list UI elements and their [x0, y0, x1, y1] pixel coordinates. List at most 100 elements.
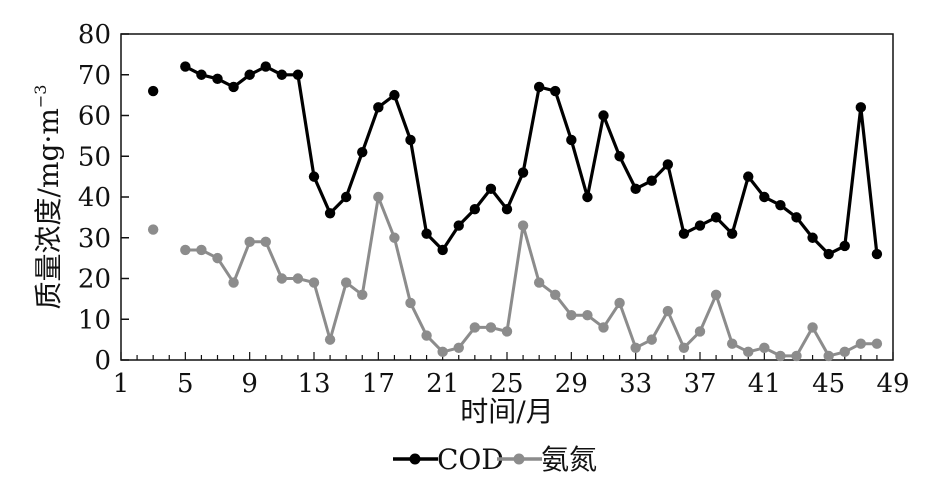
- data-point: [614, 297, 625, 309]
- data-point: [533, 277, 545, 288]
- data-point: [340, 277, 352, 288]
- x-tick-label: 33: [619, 369, 652, 399]
- data-point: [710, 289, 722, 300]
- data-point: [694, 220, 706, 231]
- data-point: [807, 322, 818, 333]
- x-axis-title: 时间/月: [460, 395, 553, 428]
- data-point: [678, 228, 690, 239]
- data-point: [550, 85, 561, 97]
- data-point: [373, 191, 384, 203]
- data-point: [228, 277, 239, 288]
- data-point: [389, 89, 400, 101]
- data-point: [405, 134, 416, 146]
- data-point: [308, 171, 320, 182]
- data-point: [373, 102, 384, 113]
- data-point: [180, 244, 191, 256]
- data-point: [743, 171, 754, 182]
- data-point: [839, 346, 850, 358]
- legend: COD 氨氮: [393, 443, 597, 476]
- x-tick-label: 37: [683, 369, 716, 399]
- data-point: [678, 342, 690, 353]
- data-point: [469, 204, 481, 215]
- data-point: [147, 224, 159, 235]
- y-axis-ticks: 0 10 20 30 40 50 60 70 80: [78, 20, 129, 376]
- data-point: [421, 228, 432, 239]
- data-point: [855, 102, 867, 113]
- data-point: [775, 199, 786, 211]
- data-point: [839, 240, 850, 252]
- y-tick-label: 80: [78, 20, 111, 50]
- x-tick-label: 41: [748, 369, 781, 399]
- data-point: [196, 69, 207, 80]
- data-point: [582, 309, 593, 321]
- data-point: [501, 326, 513, 337]
- series-ammonia-nitrogen: [147, 191, 883, 362]
- data-point: [324, 334, 336, 345]
- legend-item: 氨氮: [497, 443, 597, 476]
- data-point: [726, 338, 738, 349]
- data-point: [340, 191, 352, 203]
- data-point: [147, 85, 159, 97]
- data-point: [212, 73, 223, 85]
- data-point: [598, 110, 609, 121]
- data-point: [196, 244, 207, 256]
- data-point: [437, 346, 448, 358]
- data-point: [871, 248, 883, 260]
- data-point: [389, 232, 400, 243]
- data-point: [791, 212, 802, 223]
- data-point: [726, 228, 738, 239]
- data-point: [469, 322, 481, 333]
- y-axis-title: 质量浓度/mg·m−3: [31, 85, 65, 310]
- data-point: [260, 61, 271, 72]
- data-point: [276, 273, 288, 284]
- x-tick-label: 45: [812, 369, 845, 399]
- series-layer: [147, 61, 883, 362]
- data-point: [614, 151, 625, 162]
- data-point: [855, 338, 867, 349]
- data-point: [566, 134, 577, 146]
- data-point: [807, 232, 818, 243]
- y-tick-label: 20: [78, 265, 111, 295]
- data-point: [324, 208, 336, 219]
- x-tick-label: 5: [177, 369, 194, 399]
- data-point: [228, 81, 239, 93]
- y-tick-label: 60: [78, 102, 111, 132]
- x-tick-label: 29: [555, 369, 588, 399]
- data-point: [791, 350, 802, 362]
- data-point: [550, 289, 561, 300]
- data-point: [453, 220, 464, 231]
- data-point: [292, 273, 304, 284]
- data-point: [357, 289, 368, 300]
- x-tick-label: 13: [297, 369, 330, 399]
- data-point: [823, 350, 834, 362]
- y-tick-label: 70: [78, 61, 111, 91]
- legend-marker: [513, 453, 525, 465]
- data-point: [244, 69, 255, 80]
- series-line: [184, 65, 879, 256]
- data-point: [646, 175, 657, 186]
- y-tick-label: 30: [78, 224, 111, 254]
- data-point: [405, 297, 416, 309]
- data-point: [646, 334, 657, 345]
- x-axis-ticks: 1 5 9 13 17 21 25 29 33 37 41 45 49: [113, 352, 910, 399]
- data-point: [485, 183, 497, 195]
- y-tick-label: 0: [94, 346, 111, 376]
- data-point: [662, 305, 674, 317]
- data-point: [437, 244, 448, 256]
- x-tick-label: 25: [490, 369, 523, 399]
- data-point: [759, 191, 770, 203]
- x-tick-label: 9: [241, 369, 258, 399]
- data-point: [775, 350, 786, 362]
- data-point: [871, 338, 883, 349]
- data-point: [517, 220, 529, 231]
- data-point: [292, 69, 304, 80]
- data-point: [598, 322, 609, 333]
- data-point: [180, 61, 191, 72]
- data-point: [743, 346, 754, 358]
- data-point: [823, 248, 834, 260]
- data-point: [662, 159, 674, 170]
- data-point: [276, 69, 288, 80]
- y-tick-label: 50: [78, 142, 111, 172]
- series-line: [185, 195, 877, 358]
